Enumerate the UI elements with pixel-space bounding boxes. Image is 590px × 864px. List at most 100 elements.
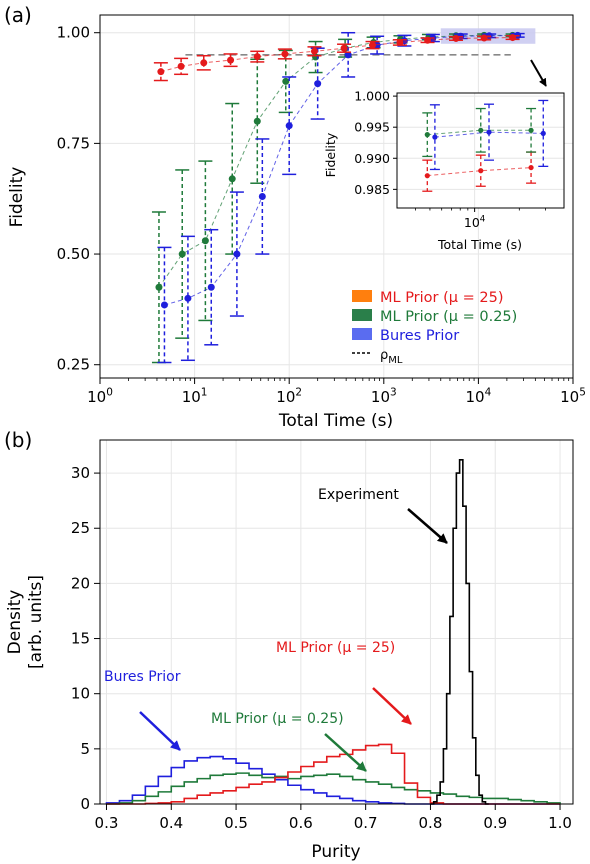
panel-a-data-point — [509, 34, 517, 42]
histogram-ml025 — [106, 772, 561, 805]
inset-y-tick-label: 1.000 — [354, 89, 390, 104]
panel-a-data-point — [177, 62, 185, 70]
panel-a-y-tick-label: 0.50 — [57, 245, 90, 263]
panel-b-y-tick-label: 0 — [80, 795, 90, 813]
inset-x-tick-label: 104 — [464, 214, 486, 230]
inset-series-line — [427, 129, 532, 136]
panel-b-x-tick-label: 0.9 — [483, 814, 507, 832]
panel-b-x-tick-label: 0.4 — [159, 814, 183, 832]
panel-a-data-point — [396, 38, 404, 46]
inset-y-tick-label: 0.995 — [354, 120, 390, 135]
panel-b-x-tick-label: 0.5 — [224, 814, 248, 832]
legend-label: ρML — [380, 348, 403, 366]
panel-a-x-tick-label: 105 — [560, 386, 586, 406]
arrow-bures-prior — [139, 711, 181, 751]
panel-a-data-point — [207, 283, 215, 291]
panel-b-xlabel: Purity — [311, 842, 360, 862]
histogram-ml25 — [106, 743, 561, 805]
panel-b-series — [105, 459, 561, 805]
panel-a-data-point — [282, 77, 290, 85]
panel-a-data-point — [281, 50, 289, 58]
panel-a-series-line — [160, 37, 513, 73]
panel-b-x-tick-label: 0.8 — [419, 814, 443, 832]
histogram-experiment — [430, 459, 489, 805]
panel-a-data-point — [178, 250, 186, 258]
panel-b-x-tick-label: 1.0 — [548, 814, 572, 832]
inset-y-tick-label: 0.990 — [354, 151, 390, 166]
panel-a-data-point — [253, 53, 261, 61]
panel-b-y-tick-label: 25 — [71, 519, 90, 537]
arrow-ml-prior-25 — [372, 687, 412, 725]
panel-a-y-tick-label: 1.00 — [57, 24, 90, 42]
panel-a-data-point — [253, 117, 261, 125]
inset-series-ml25 — [422, 151, 537, 192]
histogram-bures — [105, 755, 561, 805]
panel-b-label: (b) — [4, 428, 32, 452]
panel-b-y-tick-label: 20 — [71, 574, 90, 592]
panel-a-data-point — [200, 59, 208, 67]
inset-data-point — [432, 134, 438, 140]
inset-series-bures — [429, 99, 549, 171]
panel-a-data-point — [201, 237, 209, 245]
panel-a-data-point — [184, 294, 192, 302]
inset-xlabel: Total Time (s) — [437, 237, 522, 252]
inset-data-point — [478, 127, 484, 133]
annotation-ml-prior-025: ML Prior (μ = 0.25) — [211, 711, 344, 727]
panel-a-series-line — [164, 34, 518, 306]
panel-a-data-point — [233, 250, 241, 258]
legend-label: ML Prior (μ = 0.25) — [380, 309, 517, 325]
panel-b-x-tick-label: 0.3 — [95, 814, 119, 832]
inset-data-point — [478, 168, 484, 174]
panel-a-y-tick-label: 0.25 — [57, 356, 90, 374]
panel-a-data-point — [344, 51, 352, 59]
arrow-ml-prior-025 — [324, 733, 367, 772]
annotation-ml-prior-25: ML Prior (μ = 25) — [276, 640, 395, 656]
panel-a-data-point — [424, 36, 432, 44]
panel-b-y-tick-label: 15 — [71, 630, 90, 648]
inset-ylabel: Fidelity — [323, 132, 338, 177]
panel-a-data-point — [285, 122, 293, 130]
panel-a-ylabel: Fidelity — [7, 167, 27, 228]
panel-a-x-tick-label: 102 — [276, 386, 302, 406]
panel-a-y-tick-label: 0.75 — [57, 134, 90, 152]
panel-a-data-point — [369, 41, 377, 49]
panel-a-ticks: 100 101 102 103 104 105 0.25 0.50 0.75 1.00 — [57, 24, 586, 406]
panel-a-data-point — [228, 175, 236, 183]
arrow-experiment — [407, 508, 448, 544]
panel-b-y-tick-label: 5 — [80, 740, 90, 758]
panel-a-data-point — [160, 301, 168, 309]
inset-data-point — [528, 127, 534, 133]
inset-frame — [396, 92, 565, 209]
panel-b-ylabel-units: [arb. units] — [26, 575, 46, 669]
panel-b-x-tick-label: 0.7 — [354, 814, 378, 832]
annotation-experiment: Experiment — [318, 487, 399, 503]
panel-a-series — [151, 31, 525, 364]
panel-a-data-point — [340, 44, 348, 52]
panel-a-data-point — [155, 283, 163, 291]
panel-a-label: (a) — [4, 3, 32, 27]
inset-ticks: 0.985 0.990 0.995 1.000 104 — [354, 89, 546, 230]
panel-b-ticks: 0.3 0.4 0.5 0.6 0.7 0.8 0.9 1.0 0 5 10 15 20 25 30 — [71, 464, 572, 832]
panel-b-ylabel: Density — [5, 590, 25, 655]
panel-a-data-point — [314, 80, 322, 88]
panel-a-series-ml25 — [153, 34, 520, 82]
panel-a-data-point — [310, 47, 318, 55]
panel-a-frame — [99, 14, 574, 379]
panel-a-data-point — [258, 193, 266, 200]
panel-b-y-tick-label: 30 — [71, 464, 90, 482]
inset-series-line — [427, 167, 532, 177]
inset-series — [422, 99, 549, 192]
legend-swatch — [352, 309, 372, 321]
panel-a-legend: ML Prior (μ = 25) ML Prior (μ = 0.25) Bure… — [352, 290, 517, 366]
inset-data-point — [528, 164, 534, 171]
panel-a-x-tick-label: 103 — [371, 386, 397, 406]
inset-y-tick-label: 0.985 — [354, 182, 390, 197]
inset: 0.985 0.990 0.995 1.000 104 Total Time (s) F… — [323, 89, 565, 252]
panel-a-data-point — [452, 34, 460, 42]
panel-b-x-tick-label: 0.6 — [289, 814, 313, 832]
panel-b-y-tick-label: 10 — [71, 685, 90, 703]
panel-a-data-point — [227, 56, 235, 64]
panel-a-data-point — [480, 34, 488, 42]
legend-swatch — [352, 290, 372, 302]
panel-a-data-point — [157, 68, 165, 76]
